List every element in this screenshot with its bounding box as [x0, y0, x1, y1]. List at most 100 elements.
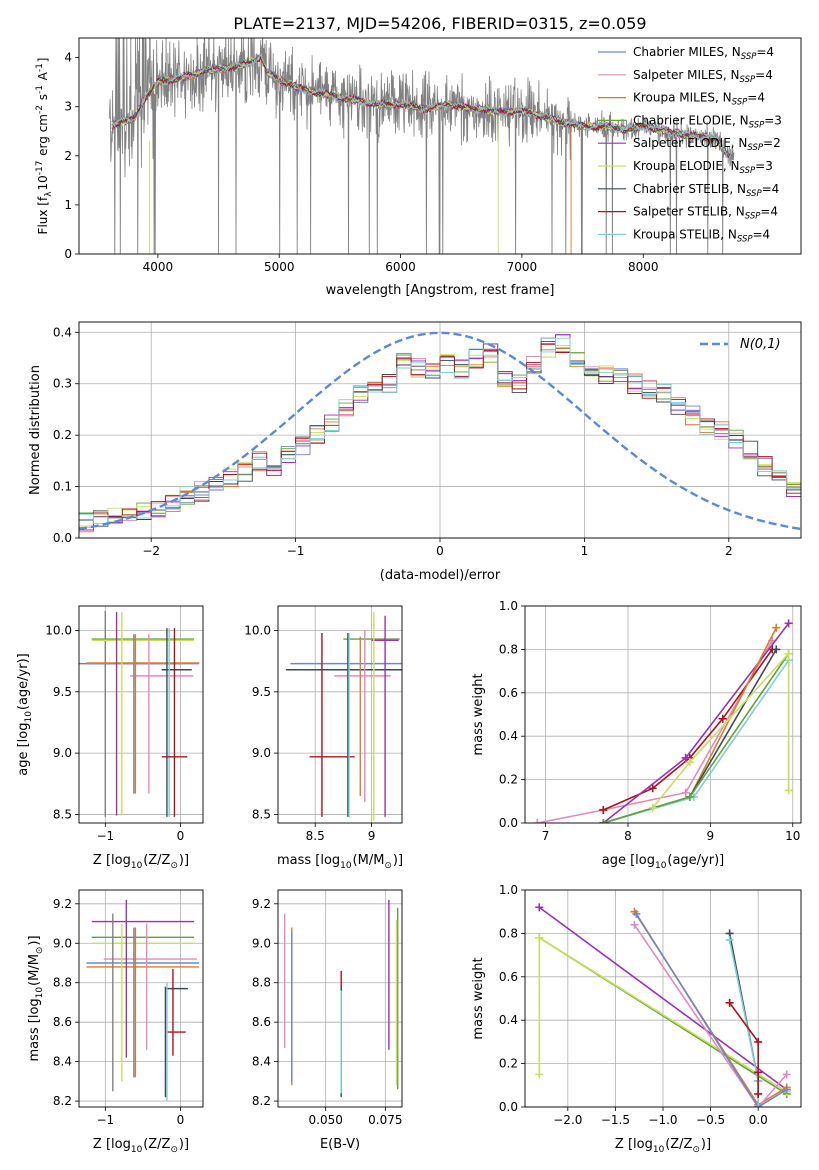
legend-text: Chabrier ELODIE, N: [633, 113, 749, 127]
label-part: Z [log: [93, 1137, 131, 1152]
label-part: (Z/Z: [665, 1137, 692, 1152]
label-part: erg cm: [36, 114, 50, 160]
x-tick-label: 4000: [143, 260, 174, 274]
legend-entry: Kroupa ELODIE, NSSP=3: [633, 159, 773, 176]
legend-tail: =3: [764, 113, 782, 127]
y-tick-label: 9.2: [252, 897, 271, 911]
weight-marker: [599, 805, 608, 814]
weight-marker: [782, 1070, 791, 1079]
legend-tail: =2: [763, 136, 781, 150]
y-tick-label: 0.2: [499, 773, 518, 787]
label-part: E(B-V): [320, 1137, 360, 1152]
axes-frame: [524, 605, 802, 824]
weight-marker: [725, 998, 734, 1007]
weight-marker: [772, 645, 781, 654]
x-tick-label: −1.0: [648, 1113, 677, 1127]
y-tick-label: 8.6: [53, 1015, 72, 1029]
x-tick-label: −2.0: [553, 1113, 582, 1127]
label-part: ⊙: [35, 947, 45, 955]
legend-text: Chabrier MILES, N: [633, 45, 741, 59]
x-tick-label: 8.5: [306, 829, 325, 843]
axis-label: age [log10 (age/yr)]: [16, 653, 34, 775]
label-part: 10: [655, 861, 667, 871]
x-tick-label: 0: [436, 544, 444, 558]
legend-entry: Salpeter MILES, NSSP=4: [633, 68, 773, 85]
weight-marker: [725, 935, 734, 944]
y-tick-label: 8.8: [53, 976, 72, 990]
spectrum-traces: [108, 38, 735, 254]
x-tick-label: −1.5: [601, 1113, 630, 1127]
legend-entry: Chabrier MILES, NSSP=4: [633, 45, 774, 62]
label-part: 10: [24, 711, 34, 723]
label-part: ⊙: [692, 1145, 700, 1155]
x-tick-label: 0: [177, 829, 185, 843]
residual-histogram-step: [79, 340, 801, 527]
y-tick-label: 1: [64, 198, 72, 212]
axes-frame: [277, 605, 403, 824]
x-tick-label: 0.075: [368, 1113, 402, 1127]
weight-marker: [754, 1068, 763, 1077]
label-part: ⊙: [384, 861, 392, 871]
weight-marker: [535, 1070, 544, 1079]
label-part: 10: [36, 175, 50, 190]
label-part: (M/M: [27, 954, 42, 986]
y-tick-label: 9.0: [53, 936, 72, 950]
y-tick-label: 0.3: [53, 377, 72, 391]
legend-sub: SSP: [741, 52, 757, 62]
label-part: 10: [131, 861, 143, 871]
x-tick-label: −2: [142, 544, 160, 558]
legend-tail: =4: [753, 227, 771, 241]
weight-lines: [533, 619, 793, 823]
model-spectrum: [111, 53, 731, 160]
spectrum-plot: 4000 5000 6000 7000 8000 0 1 2 3 4 wavelength [Ang…: [35, 37, 802, 298]
legend-sub: SSP: [737, 234, 753, 244]
label-part: 10: [653, 1145, 665, 1155]
weight-marker: [782, 1085, 791, 1094]
weight-marker: [630, 920, 639, 929]
weight-marker: [599, 819, 608, 823]
x-axis-label: (data-model)/error: [380, 568, 501, 583]
y-tick-label: 0: [64, 247, 72, 261]
label-part: (Z/Z: [143, 853, 170, 868]
y-tick-label: 9.5: [252, 685, 271, 699]
y-tick-label: 9.2: [53, 897, 72, 911]
axis-label: Z [log10 (Z/Z⊙ )]: [93, 1137, 189, 1155]
legend-sub: SSP: [740, 166, 756, 176]
weight-marker: [632, 909, 641, 918]
y-tick-label: 2: [64, 149, 72, 163]
y-tick-label: 8.4: [53, 1055, 72, 1069]
weight-line: [633, 924, 788, 1107]
residual-histogram: −2 −1 0 1 2 0.0 0.1 0.2 0.3 0.4 N(0,1) (data-model)…: [28, 321, 802, 583]
label-part: -1: [35, 85, 45, 94]
y-tick-label: 9.0: [252, 746, 271, 760]
weight-line: [538, 906, 788, 1091]
residual-histogram-step: [79, 337, 801, 524]
legend-entry: Salpeter ELODIE, NSSP=2: [633, 136, 781, 153]
label-part: (age/yr)]: [16, 653, 31, 710]
weight-marker: [535, 933, 544, 942]
y-tick-label: 10.0: [244, 624, 271, 638]
legend-text: Salpeter ELODIE, N: [633, 136, 747, 150]
legend-entry: Salpeter STELIB, NSSP=4: [633, 205, 778, 222]
residual-histogram-step: [79, 343, 801, 533]
axes-frame: [78, 605, 204, 824]
label-part: age [log: [602, 853, 655, 868]
legend-entry: Chabrier ELODIE, NSSP=3: [633, 113, 782, 130]
y-tick-label: 9.0: [252, 936, 271, 950]
mass-vs-metallicity-plot: −1 08.28.48.68.89.09.2Z [log10 (Z/Z⊙ )]ma…: [27, 889, 204, 1155]
legend-tail: =4: [760, 205, 778, 219]
weight-marker: [535, 903, 544, 912]
label-part: mass [log: [277, 853, 340, 868]
y-tick-label: 8.2: [53, 1094, 72, 1108]
y-tick-label: 4: [64, 51, 72, 65]
label-part: )]: [179, 853, 189, 868]
weight-marker: [772, 623, 781, 632]
y-tick-label: 9.0: [53, 746, 72, 760]
y-tick-label: 0.4: [499, 1013, 518, 1027]
legend-sub: SSP: [747, 143, 763, 153]
axes-frame: [78, 321, 802, 539]
legend-sub: SSP: [732, 98, 748, 108]
weight-marker: [533, 819, 542, 823]
errorbars: [79, 610, 200, 817]
y-tick-label: 0.6: [499, 970, 518, 984]
